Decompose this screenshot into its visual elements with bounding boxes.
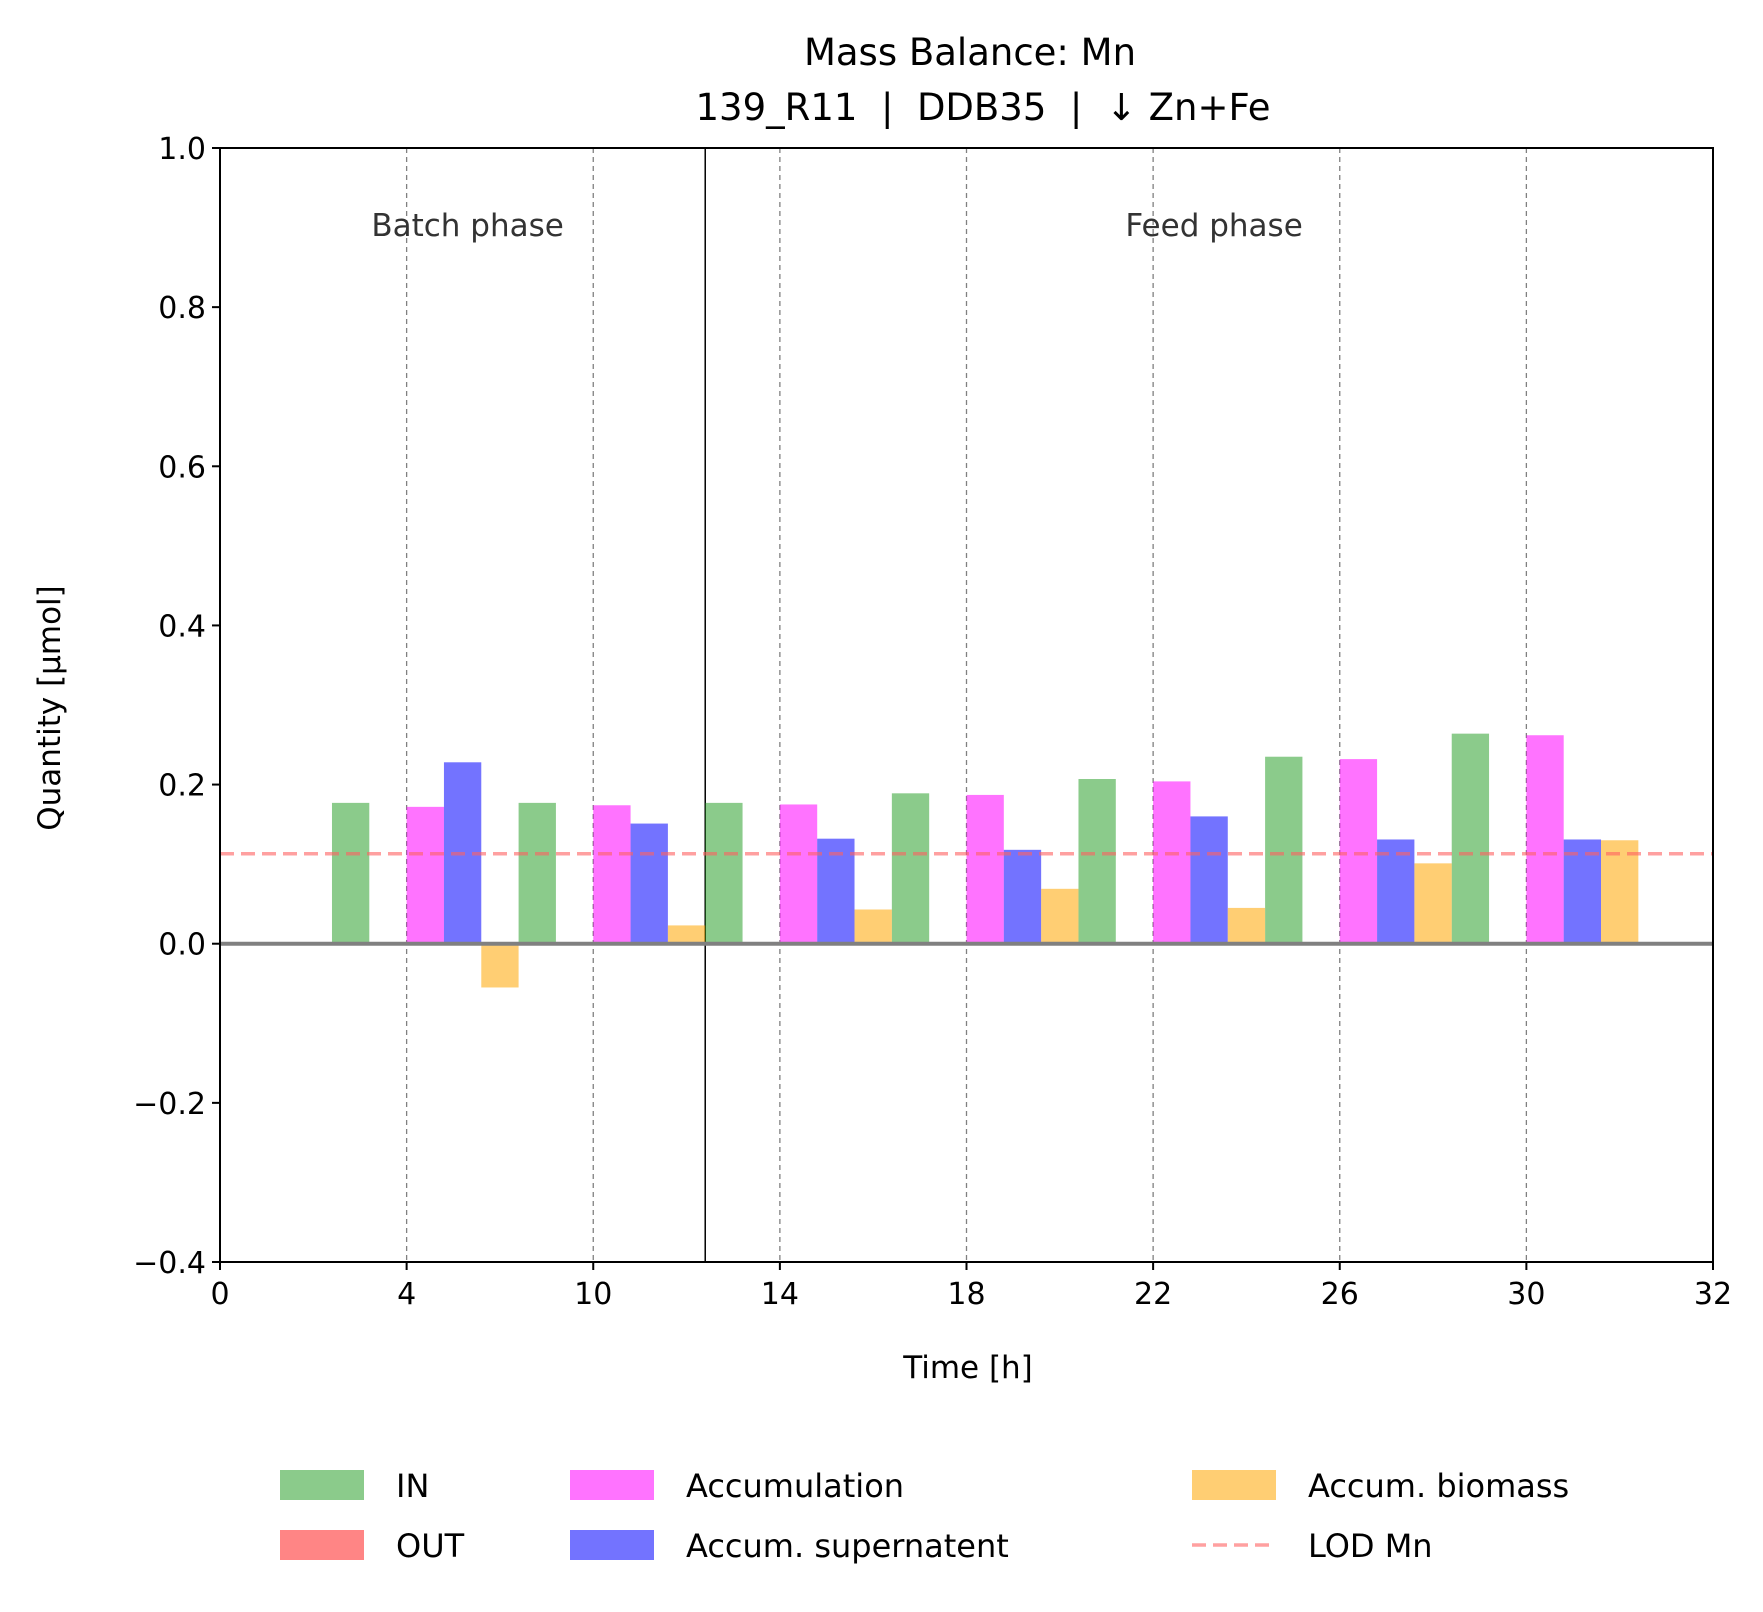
legend-label-out: OUT [396,1527,465,1565]
x-tick-label: 18 [947,1277,985,1312]
y-tick-label: 0.4 [158,609,206,644]
legend-swatch-in [280,1470,364,1500]
bar-accum-supernatent-26 [1377,839,1415,944]
x-tick-label: 0 [210,1277,229,1312]
bar-accum-supernatent-14 [817,838,855,944]
bar-accumulation-30 [1526,735,1564,944]
feed-phase-label: Feed phase [1125,208,1302,244]
bar-accum-supernatent-18 [1003,849,1042,944]
bar-accum-biomass-26 [1414,863,1452,944]
y-tick-label: −0.4 [133,1246,206,1281]
y-tick-label: 0.0 [158,928,206,963]
bar-accumulation-4 [406,806,444,944]
legend-label-accumulation: Accumulation [686,1467,904,1505]
x-tick-label: 26 [1321,1277,1359,1312]
bar-in-4 [331,802,370,944]
legend-label-lod-mn: LOD Mn [1308,1527,1433,1565]
bar-accum-biomass-22 [1227,907,1266,944]
legend-swatch-accum-biomass [1192,1470,1276,1500]
y-tick-label: 0.6 [158,450,206,485]
bar-accum-biomass-4 [481,943,519,988]
bar-accum-supernatent-10 [630,823,668,944]
x-axis-label: Time [h] [902,1350,1033,1386]
bar-in-26 [1265,756,1303,944]
legend: IN OUT Accumulation Accum. supernatent Accum… [280,1467,1569,1565]
y-tick-label: 0.8 [158,291,206,326]
chart-subtitle: 139_R11 | DDB35 | ↓ Zn+Fe [696,86,1271,129]
bar-accumulation-26 [1339,759,1378,944]
bar-accum-supernatent-30 [1563,839,1602,944]
legend-swatch-accumulation [570,1470,654,1500]
x-tick-label: 32 [1694,1277,1732,1312]
x-tick-label: 10 [574,1277,612,1312]
y-tick-label: 0.2 [158,769,206,804]
chart-title: Mass Balance: Mn [804,31,1136,74]
legend-label-accum-biomass: Accum. biomass [1308,1467,1569,1505]
y-axis-label: Quantity [µmol] [32,585,68,831]
bar-accum-biomass-14 [854,909,892,944]
y-tick-label: 1.0 [158,132,206,167]
bar-in-14 [705,802,743,944]
plot-area: Batch phase Feed phase [220,148,1713,1262]
bar-in-10 [518,802,556,944]
legend-swatch-out [280,1530,364,1560]
bar-accum-biomass-10 [667,925,706,944]
bar-in-22 [1078,779,1116,944]
batch-phase-label: Batch phase [371,208,564,244]
legend-label-in: IN [396,1467,429,1505]
bar-accumulation-22 [1153,781,1191,944]
bar-accum-biomass-18 [1041,888,1079,944]
x-tick-label: 14 [761,1277,799,1312]
bar-accum-supernatent-22 [1190,816,1228,944]
bar-in-30 [1451,733,1490,944]
bar-in-18 [891,793,930,944]
bar-accum-biomass-30 [1601,840,1639,944]
bar-accumulation-14 [779,804,818,944]
x-tick-label: 30 [1507,1277,1545,1312]
x-tick-label: 22 [1134,1277,1172,1312]
legend-swatch-accum-supernatent [570,1530,654,1560]
axes: −0.4 −0.2 0.0 0.2 0.4 0.6 0.8 1.0 0 4 10 14 18 22 26 30… [133,132,1732,1312]
x-tick-label: 4 [397,1277,416,1312]
y-tick-label: −0.2 [133,1087,206,1122]
bar-accumulation-10 [593,805,631,944]
bar-accumulation-18 [966,794,1004,944]
legend-label-accum-supernatent: Accum. supernatent [686,1527,1009,1565]
